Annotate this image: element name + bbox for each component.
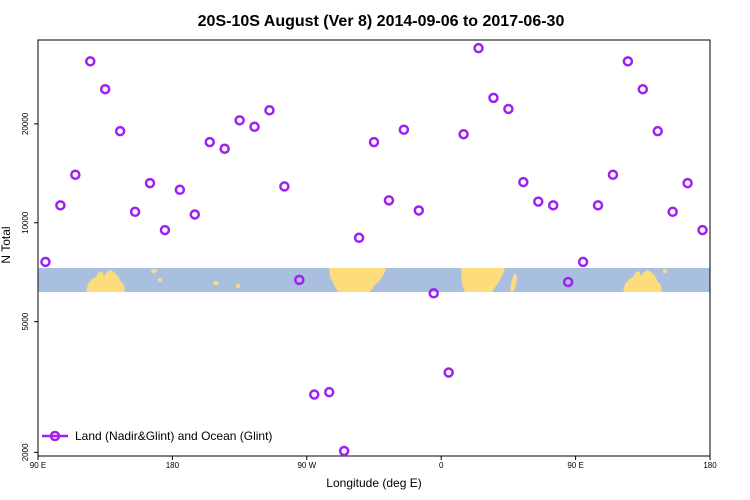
data-point (383, 195, 395, 206)
x-tick-label: 90 E (567, 461, 583, 470)
data-point (174, 184, 186, 196)
legend-marker (49, 430, 61, 442)
island (213, 281, 219, 285)
legend-label: Land (Nadir&Glint) and Ocean (Glint) (75, 429, 272, 443)
y-axis: 2000 5000 10000 20000 (21, 112, 38, 461)
data-point (99, 83, 111, 95)
x-tick-label: 180 (166, 461, 180, 470)
data-point (189, 209, 201, 220)
data-point (114, 125, 126, 137)
data-point (667, 206, 678, 218)
data-point (473, 42, 484, 54)
data-point (428, 288, 439, 299)
data-point (159, 224, 171, 236)
data-point (204, 136, 215, 148)
x-axis: 90 E 180 90 W 0 90 E 180 (30, 456, 717, 470)
data-point (85, 56, 96, 67)
data-point (622, 56, 634, 67)
data-point (652, 125, 663, 137)
data-point (443, 367, 454, 378)
y-tick-label: 2000 (21, 443, 30, 461)
land-area (329, 268, 386, 292)
data-point (144, 177, 156, 189)
data-point (592, 200, 604, 211)
data-point (129, 206, 141, 218)
x-tick-label: 180 (703, 461, 717, 470)
data-point (55, 200, 66, 211)
data-points (40, 42, 708, 457)
island (158, 278, 162, 282)
data-point (458, 128, 469, 140)
data-point (488, 92, 499, 104)
plot-frame (37, 39, 711, 457)
land-area (461, 268, 505, 292)
data-point (413, 205, 425, 216)
data-point (353, 232, 365, 244)
map-band (38, 268, 710, 292)
data-point (323, 386, 335, 398)
data-point (70, 169, 81, 181)
land-area (86, 270, 125, 292)
land-area (510, 273, 517, 292)
island (236, 284, 240, 288)
data-point (40, 256, 51, 268)
data-point (577, 256, 589, 268)
y-axis-label: N Total (0, 226, 13, 263)
x-tick-label: 90 W (297, 461, 316, 470)
data-point (518, 176, 529, 188)
data-point (368, 136, 380, 148)
land-area (623, 270, 662, 292)
y-tick-label: 10000 (21, 211, 30, 234)
y-tick-label: 20000 (21, 112, 30, 135)
data-point (264, 105, 275, 116)
data-point (547, 200, 559, 211)
data-point (533, 196, 544, 207)
data-point (309, 389, 320, 400)
data-point (279, 181, 290, 192)
data-point (219, 143, 230, 154)
chart-title: 20S-10S August (Ver 8) 2014-09-06 to 201… (198, 13, 565, 30)
data-point (398, 124, 410, 135)
data-point (637, 83, 649, 95)
data-point (294, 274, 305, 286)
data-point (503, 103, 514, 115)
legend: Land (Nadir&Glint) and Ocean (Glint) (42, 429, 272, 443)
data-point (249, 121, 260, 132)
x-tick-label: 0 (439, 461, 444, 470)
y-tick-label: 5000 (21, 312, 30, 330)
data-point (562, 276, 574, 288)
island (151, 269, 157, 273)
data-point (682, 177, 693, 189)
island (663, 269, 667, 273)
data-point (234, 115, 245, 126)
data-point (697, 224, 708, 236)
x-tick-label: 90 E (30, 461, 46, 470)
data-point (338, 445, 350, 457)
x-axis-label: Longitude (deg E) (326, 476, 421, 490)
data-point (607, 169, 619, 181)
